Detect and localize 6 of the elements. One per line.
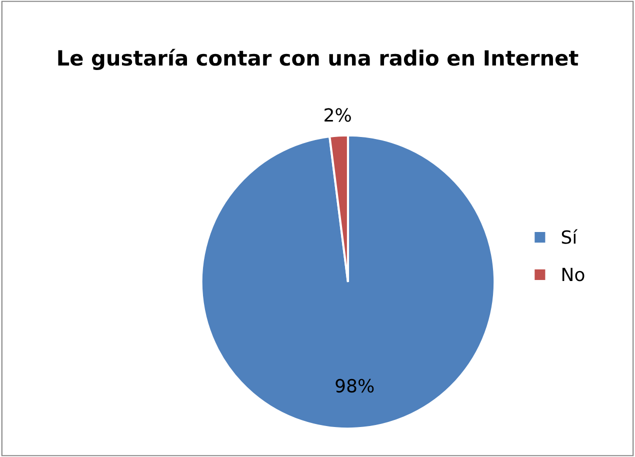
- chart-title: Le gustaría contar con una radio en Internet: [58, 48, 578, 70]
- legend-label: No: [562, 268, 584, 282]
- legend-label: Sí: [562, 229, 578, 244]
- data-label: 98%: [336, 378, 374, 393]
- pie-slice: [200, 134, 496, 430]
- data-label: 2%: [324, 108, 351, 122]
